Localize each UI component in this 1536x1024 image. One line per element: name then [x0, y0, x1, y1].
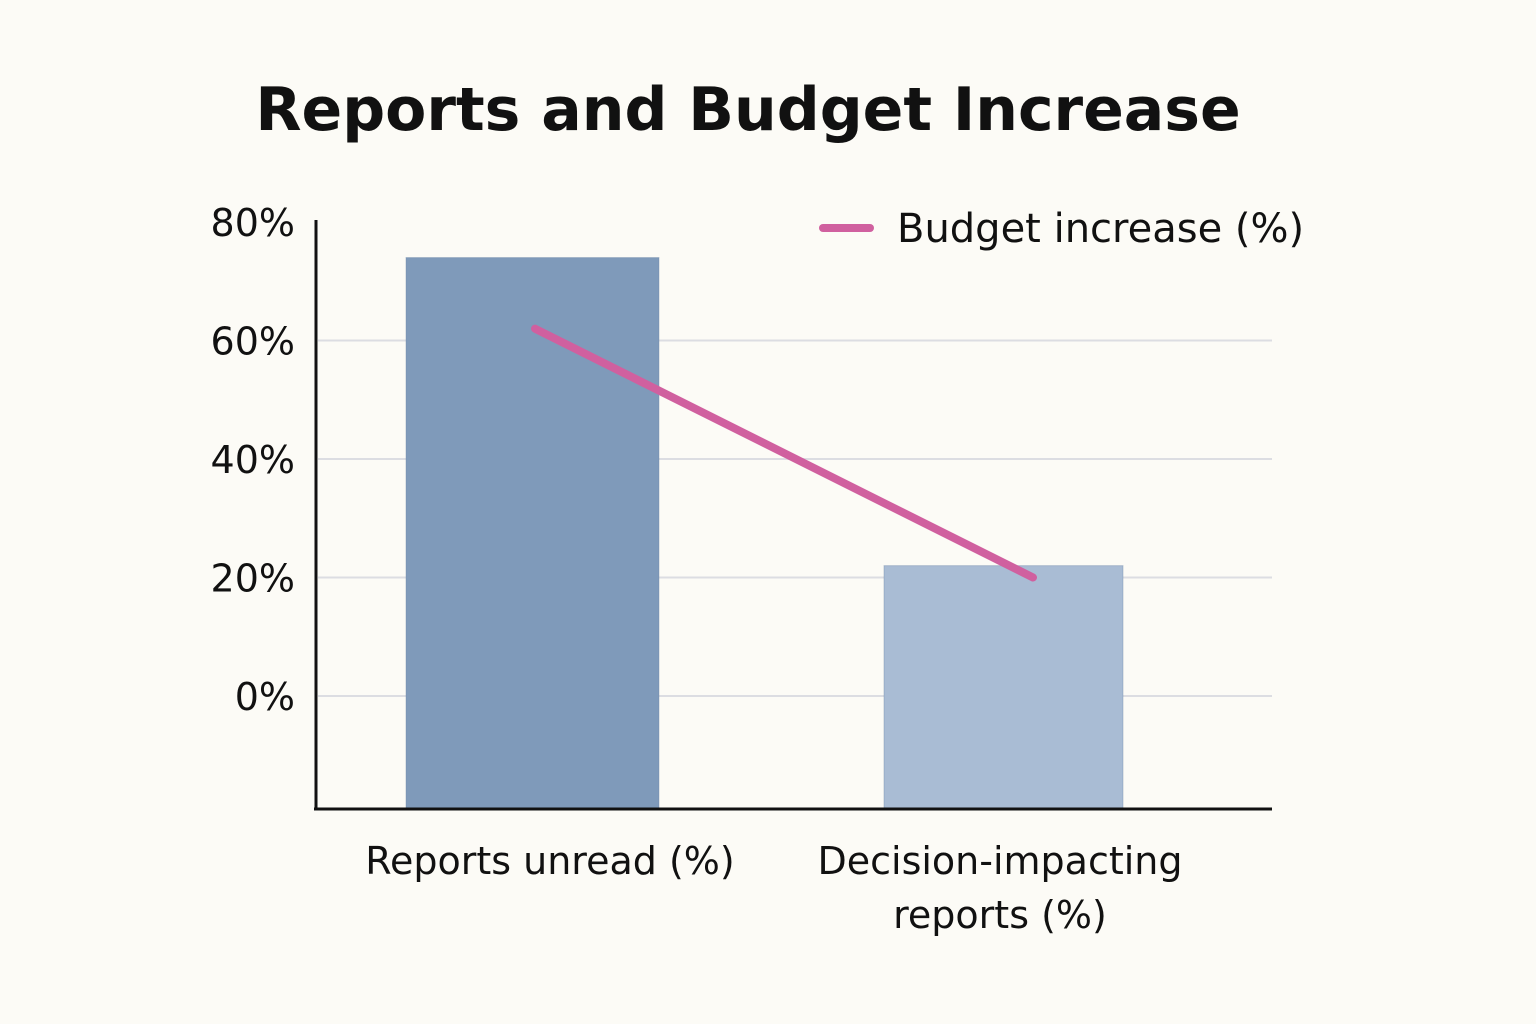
y-tick-label: 20%: [211, 557, 295, 601]
budget-line: [531, 324, 1037, 582]
y-tick-labels: 0% 20% 40% 60% 80%: [211, 201, 295, 719]
legend-label: Budget increase (%): [897, 206, 1304, 252]
line-series: [531, 324, 1037, 582]
bar: [405, 257, 660, 810]
category-label: reports (%): [893, 893, 1107, 937]
category-label: Reports unread (%): [365, 839, 734, 883]
chart-title: Reports and Budget Increase: [255, 75, 1240, 145]
y-tick-label: 60%: [211, 320, 295, 364]
bar: [883, 565, 1124, 810]
x-tick-labels: Reports unread (%) Decision-impacting repo…: [365, 839, 1182, 937]
y-tick-label: 80%: [211, 201, 295, 245]
y-tick-label: 40%: [211, 438, 295, 482]
category-label: Decision-impacting: [817, 839, 1182, 883]
y-tick-label: 0%: [235, 675, 295, 719]
legend: Budget increase (%): [819, 206, 1304, 252]
bars: [405, 257, 1124, 810]
